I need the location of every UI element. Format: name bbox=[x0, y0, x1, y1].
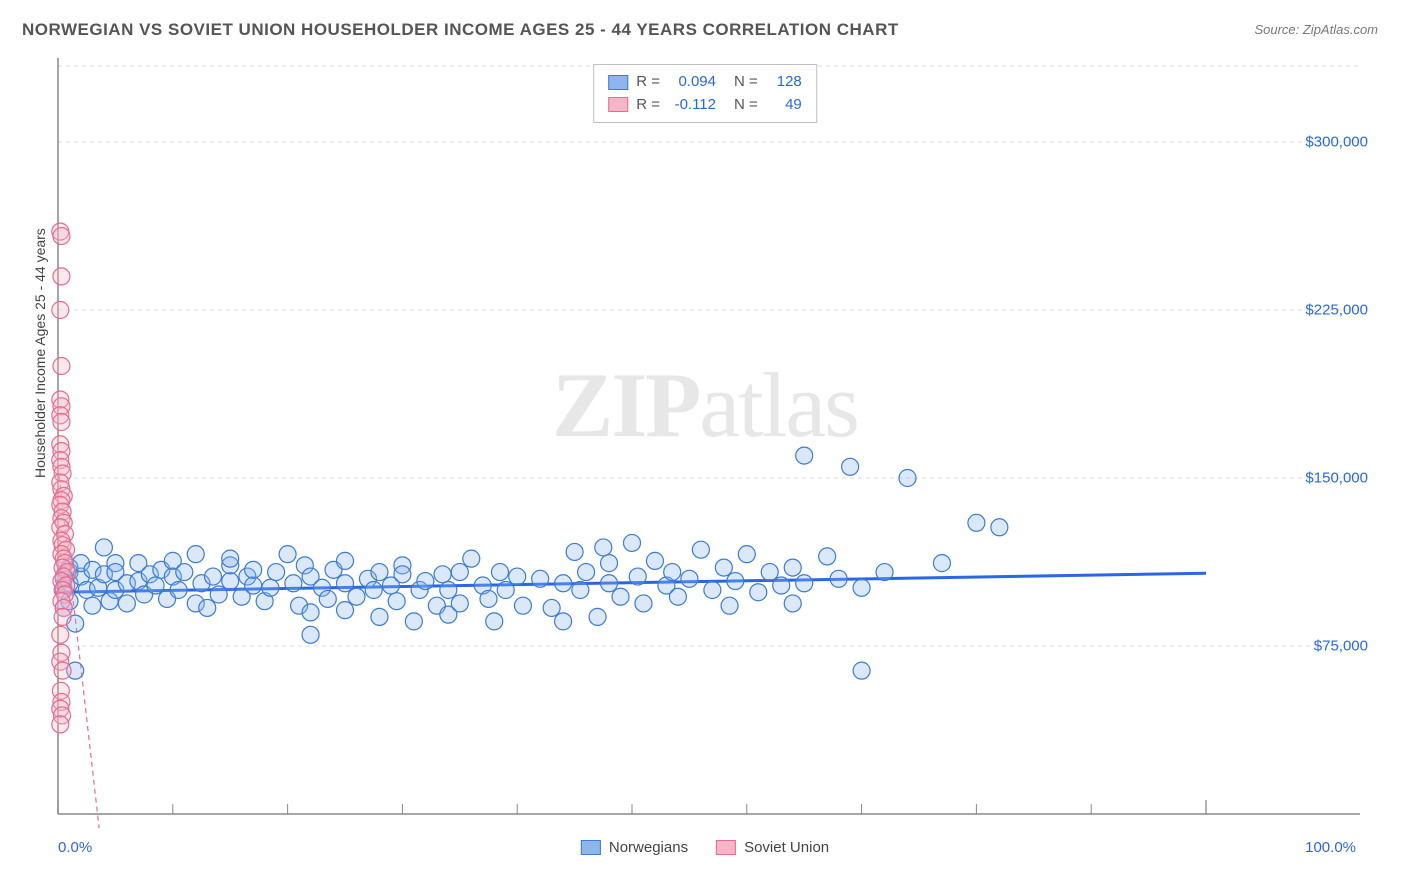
scatter-plot bbox=[50, 58, 1360, 828]
swatch-icon bbox=[716, 840, 736, 855]
swatch-icon bbox=[608, 97, 628, 112]
r-value: -0.112 bbox=[668, 94, 716, 117]
x-tick: 0.0% bbox=[58, 839, 92, 856]
stats-row: R = 0.094 N = 128 bbox=[608, 71, 802, 94]
y-tick: $225,000 bbox=[1305, 302, 1368, 319]
chart-area: Householder Income Ages 25 - 44 years ZI… bbox=[50, 58, 1360, 828]
legend-label: Norwegians bbox=[609, 839, 688, 856]
legend: Norwegians Soviet Union bbox=[581, 839, 829, 856]
r-label: R = bbox=[636, 94, 660, 117]
stats-row: R = -0.112 N = 49 bbox=[608, 94, 802, 117]
legend-item: Norwegians bbox=[581, 839, 688, 856]
y-tick: $150,000 bbox=[1305, 470, 1368, 487]
swatch-icon bbox=[608, 75, 628, 90]
correlation-stats-box: R = 0.094 N = 128 R = -0.112 N = 49 bbox=[593, 64, 817, 123]
chart-title: NORWEGIAN VS SOVIET UNION HOUSEHOLDER IN… bbox=[22, 20, 899, 40]
swatch-icon bbox=[581, 840, 601, 855]
source-attribution: Source: ZipAtlas.com bbox=[1254, 22, 1378, 37]
y-axis-label: Householder Income Ages 25 - 44 years bbox=[32, 228, 48, 478]
r-label: R = bbox=[636, 71, 660, 94]
r-value: 0.094 bbox=[668, 71, 716, 94]
n-value: 128 bbox=[766, 71, 802, 94]
n-label: N = bbox=[734, 71, 758, 94]
legend-item: Soviet Union bbox=[716, 839, 829, 856]
y-tick: $75,000 bbox=[1314, 638, 1368, 655]
n-label: N = bbox=[734, 94, 758, 117]
n-value: 49 bbox=[766, 94, 802, 117]
legend-label: Soviet Union bbox=[744, 839, 829, 856]
x-tick: 100.0% bbox=[1305, 839, 1356, 856]
y-tick: $300,000 bbox=[1305, 134, 1368, 151]
